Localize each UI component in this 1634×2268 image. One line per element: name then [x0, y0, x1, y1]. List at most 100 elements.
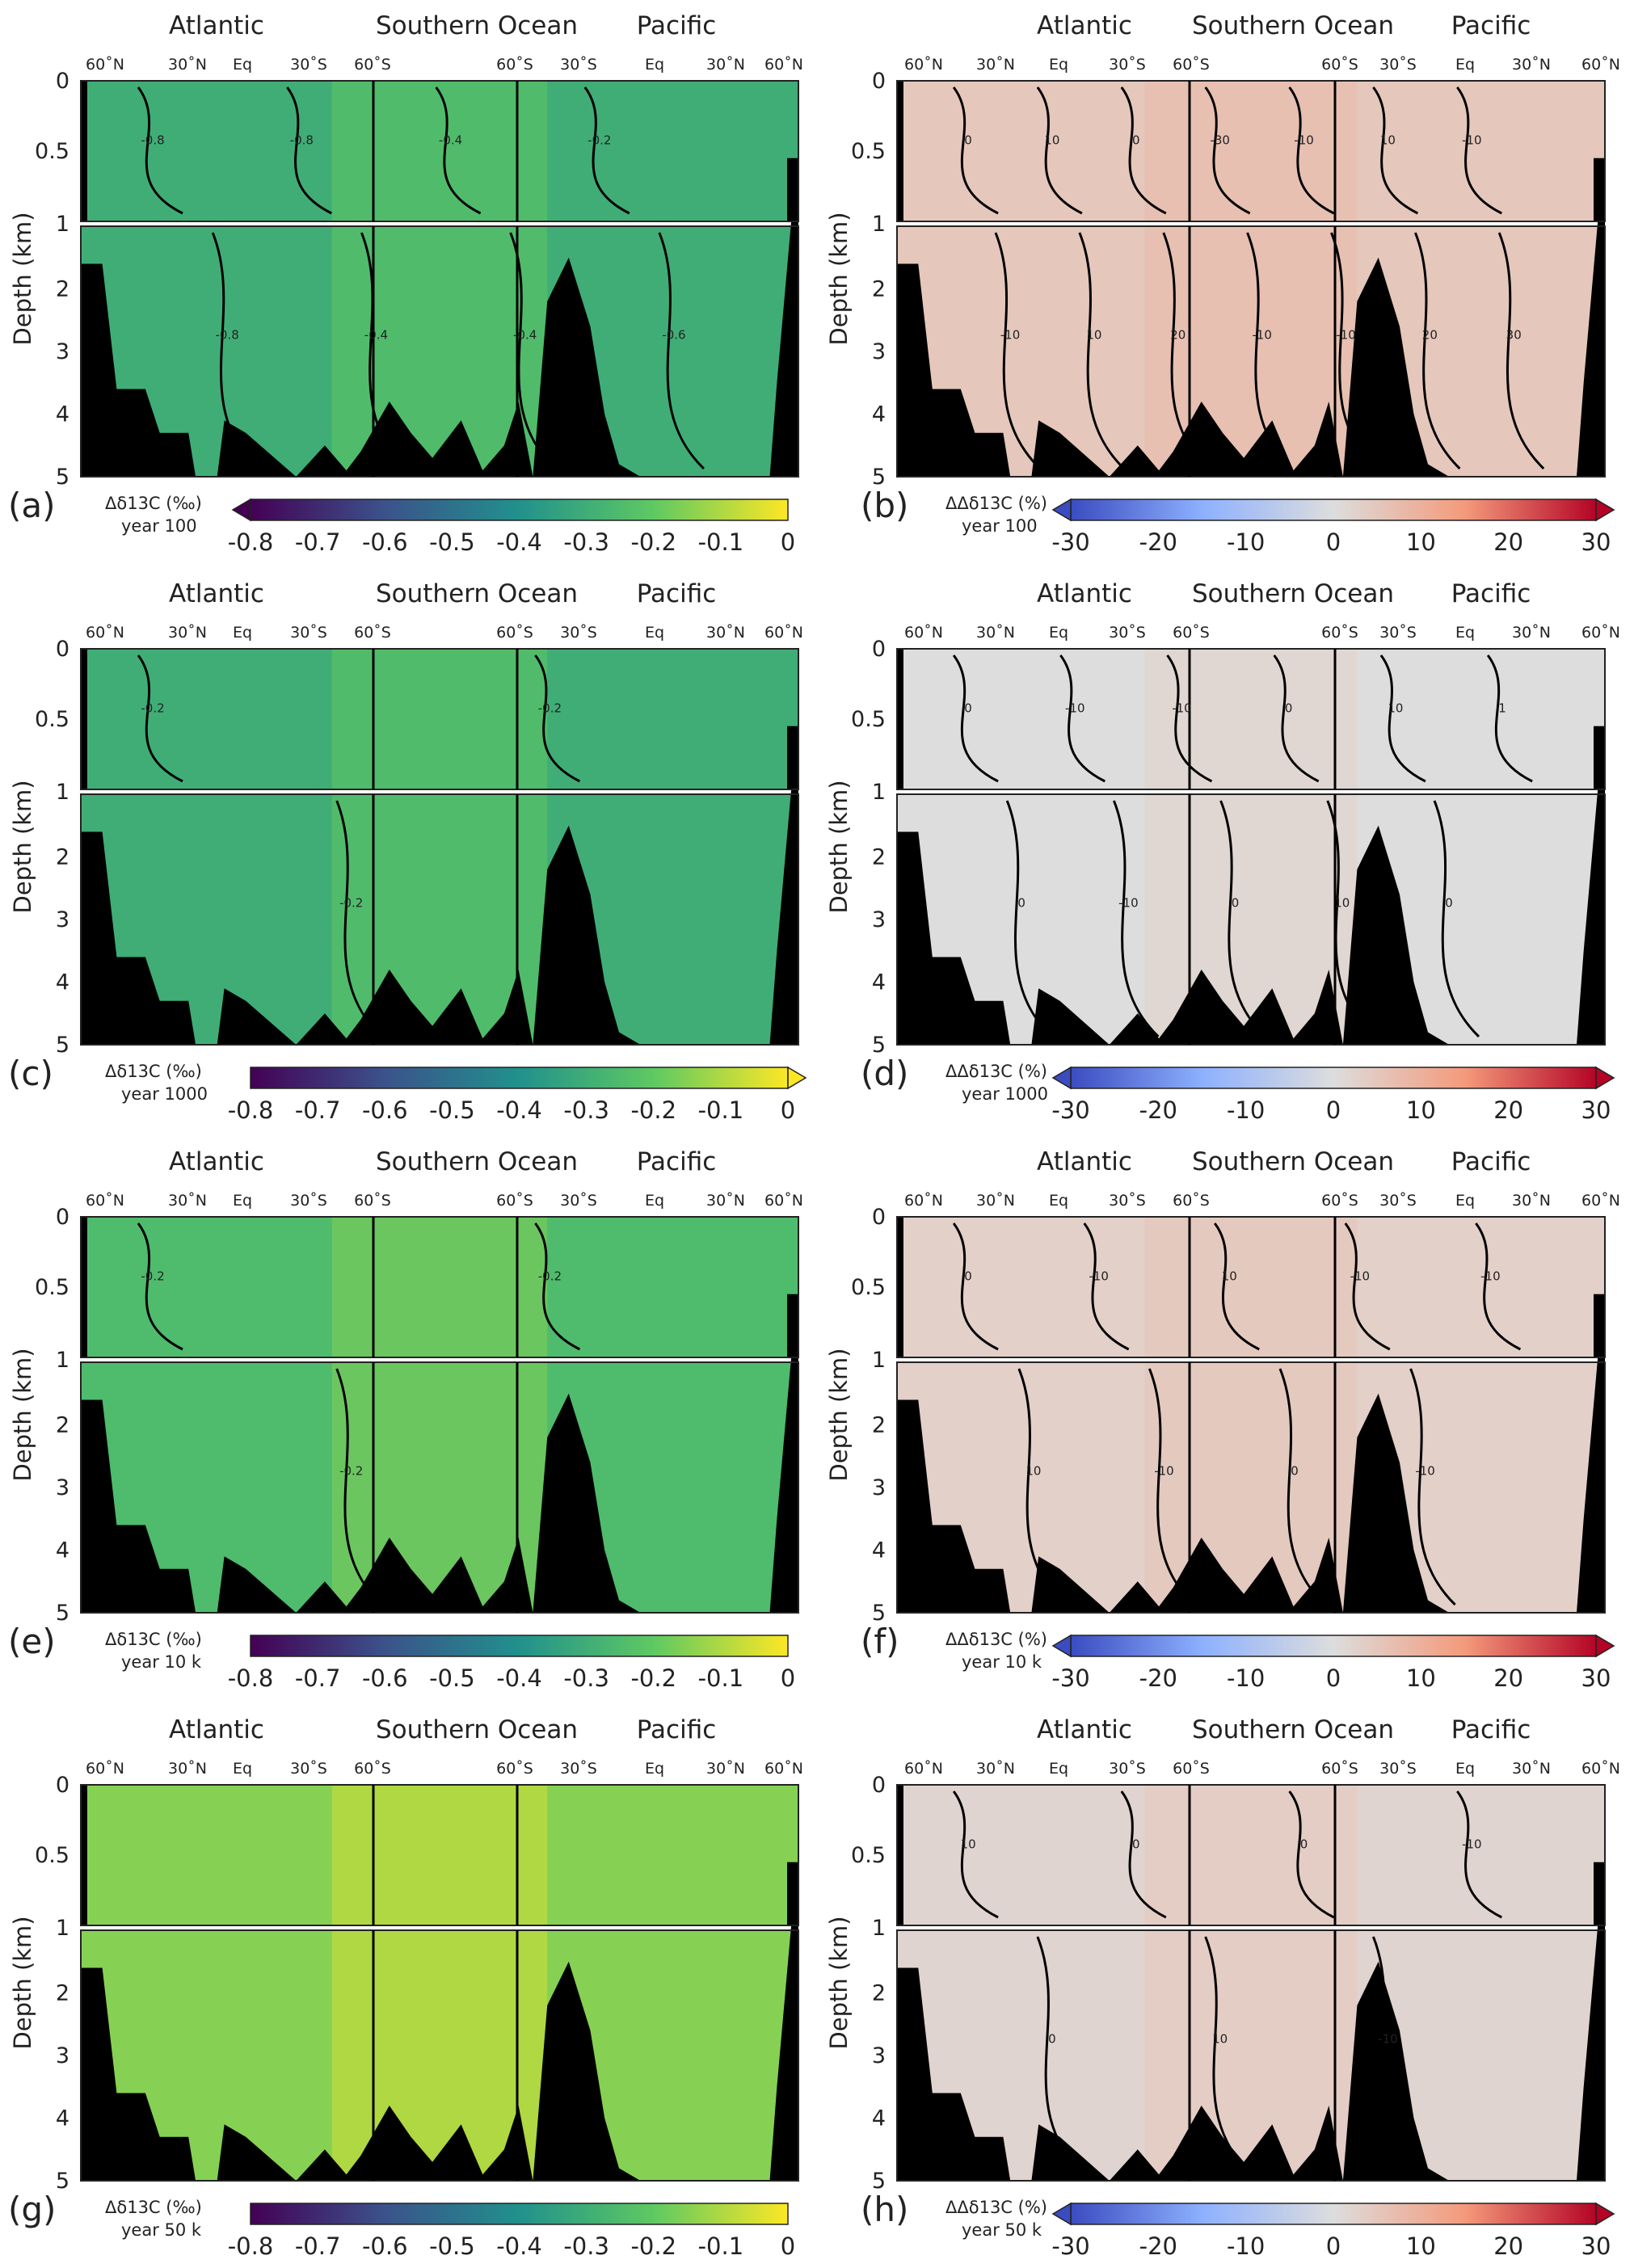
- lat-tick-label: 60˚S: [354, 1760, 391, 1778]
- basin-label: Pacific: [1451, 579, 1531, 608]
- basin-label: Southern Ocean: [376, 1715, 578, 1744]
- contour-label: 0: [1017, 896, 1025, 911]
- lat-tick-label: 60˚N: [1581, 1192, 1620, 1210]
- colorbar-tick-label: -0.1: [698, 1096, 744, 1124]
- depth-tick-label: 5: [872, 2169, 886, 2194]
- lat-tick-label: 30˚N: [1512, 624, 1551, 642]
- colorbar-tick-label: -0.4: [496, 2232, 542, 2260]
- lat-tick-label: 60˚N: [1581, 624, 1620, 642]
- lat-tick-label: 30˚N: [1512, 56, 1551, 74]
- contour-line: [1219, 800, 1266, 1038]
- contour-line: [1344, 1222, 1391, 1351]
- lat-tick-label: 30˚S: [560, 1192, 597, 1210]
- colorbar-variable-label: Δδ13C (‰): [105, 494, 202, 513]
- contour-label: 0: [1048, 2032, 1056, 2047]
- colorbar-tick-label: -0.1: [698, 1664, 744, 1692]
- contour-label: -10: [1378, 2032, 1398, 2047]
- lat-tick-label: Eq: [1455, 624, 1475, 642]
- contour-line: [1278, 1368, 1326, 1606]
- colorbar-time-label: year 100: [121, 516, 197, 536]
- depth-tick-label: 1: [872, 780, 886, 805]
- colorbar-tick-label: -0.5: [429, 1664, 475, 1692]
- field-shading: [331, 1217, 548, 1357]
- basin-label: Southern Ocean: [376, 11, 578, 40]
- field-shading: [1144, 649, 1358, 789]
- lat-tick-label: 30˚S: [1109, 1760, 1146, 1778]
- lat-tick-label: 60˚S: [496, 56, 533, 74]
- lat-tick-label: Eq: [1455, 56, 1475, 74]
- contour-label: -10: [1350, 1269, 1371, 1283]
- y-axis-label: Depth (km): [825, 780, 853, 913]
- colorbar-tick-label: 30: [1581, 1664, 1611, 1692]
- lat-tick-label: 30˚S: [290, 624, 327, 642]
- colorbar-tick-label: -30: [1051, 528, 1089, 556]
- lat-tick-label: Eq: [1049, 624, 1068, 642]
- lat-tick-label: 60˚N: [1581, 56, 1620, 74]
- lat-tick-label: 60˚N: [86, 56, 124, 74]
- basin-label: Pacific: [1451, 1147, 1531, 1176]
- depth-tick-label: 4: [56, 1538, 69, 1563]
- lat-tick-label: 60˚N: [904, 1192, 943, 1210]
- lat-tick-label: 30˚S: [560, 624, 597, 642]
- y-axis-label: Depth (km): [9, 780, 36, 913]
- contour-label: 0: [1291, 1464, 1299, 1479]
- contour-line: [1120, 1790, 1167, 1919]
- colorbar-tick-label: -0.4: [496, 1664, 542, 1692]
- contour-label: 10: [1380, 133, 1396, 147]
- lat-tick-label: 60˚N: [904, 1760, 943, 1778]
- seafloor-topography: [81, 81, 87, 221]
- colorbar: [250, 1067, 789, 1089]
- lat-tick-label: 60˚N: [904, 56, 943, 74]
- colorbar-variable-label: Δδ13C (‰): [105, 1062, 202, 1081]
- lat-tick-label: 30˚N: [168, 624, 207, 642]
- panel-id-label: (c): [8, 1054, 53, 1093]
- colorbar: [250, 2203, 789, 2225]
- lat-tick-label: 30˚S: [1109, 56, 1146, 74]
- contour-line: [1486, 654, 1533, 783]
- colorbar-tick-label: 0: [781, 1096, 795, 1124]
- lat-tick-label: 30˚N: [706, 56, 745, 74]
- colorbar: [1070, 499, 1597, 521]
- seafloor-topography: [897, 1785, 903, 1925]
- depth-tick-label: 3: [872, 1475, 886, 1500]
- colorbar-tick-label: 10: [1406, 1096, 1436, 1124]
- colorbar-tick-label: -10: [1227, 528, 1265, 556]
- contour-label: -0.4: [439, 133, 462, 147]
- lat-tick-label: 60˚N: [764, 624, 803, 642]
- lat-tick-label: 30˚N: [706, 1192, 745, 1210]
- contour-line: [1017, 1368, 1064, 1606]
- lat-tick-label: 30˚S: [560, 56, 597, 74]
- lat-tick-label: 30˚N: [976, 624, 1015, 642]
- y-axis-label: Depth (km): [825, 212, 853, 345]
- contour-line: [1113, 800, 1160, 1038]
- colorbar: [1070, 1067, 1597, 1089]
- contour-label: -0.4: [513, 328, 537, 343]
- panel-e: Atlantic Southern Ocean Pacific 60˚N 30˚N Eq 3…: [8, 1147, 803, 1692]
- colorbar: [250, 499, 789, 521]
- seafloor-topography: [81, 1785, 87, 1925]
- depth-tick-label: 4: [56, 970, 69, 995]
- contour-label: 0: [964, 133, 972, 147]
- depth-tick-label: 0: [872, 1773, 886, 1798]
- depth-tick-label: 3: [56, 907, 69, 932]
- seafloor-topography: [897, 789, 1605, 1045]
- depth-tick-label: 0: [872, 637, 886, 662]
- contour-label: -10: [1480, 1269, 1501, 1283]
- contour-label: -0.4: [364, 328, 388, 343]
- seafloor-topography: [787, 158, 798, 221]
- contour-line: [1497, 232, 1545, 470]
- contour-line: [1036, 86, 1083, 215]
- colorbar-tick-label: 0: [1326, 1664, 1341, 1692]
- seafloor-topography: [81, 1357, 798, 1613]
- contour-label: -0.8: [141, 133, 164, 147]
- contour-line: [1414, 232, 1461, 470]
- contour-line: [1433, 800, 1480, 1038]
- colorbar-time-label: year 50 k: [121, 2220, 202, 2240]
- seafloor-topography: [1594, 1294, 1605, 1357]
- colorbar-tick-label: -0.4: [496, 1096, 542, 1124]
- contour-label: 10: [1388, 701, 1403, 715]
- basin-label: Atlantic: [1037, 1147, 1132, 1176]
- contour-label: 0: [1445, 896, 1453, 911]
- basin-label: Pacific: [637, 579, 717, 608]
